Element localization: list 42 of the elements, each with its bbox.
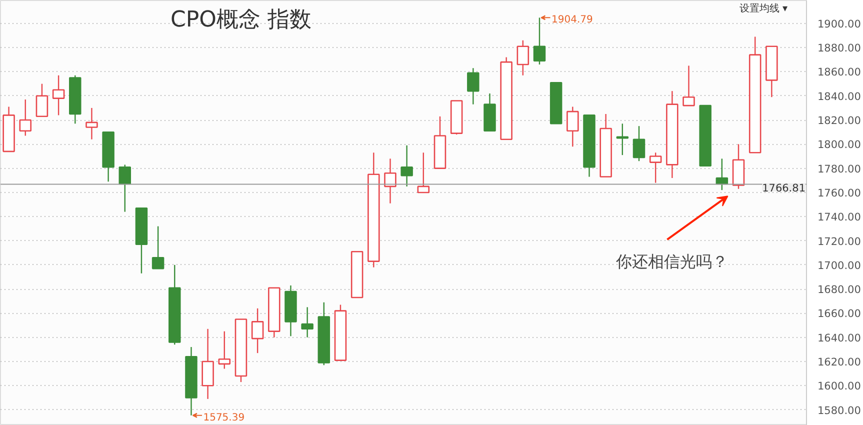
y-tick-label: 1880.00 [818, 42, 861, 55]
candlestick [384, 158, 396, 204]
y-tick-label: 1780.00 [818, 163, 861, 176]
candlestick [400, 144, 413, 188]
candlestick [467, 68, 480, 105]
y-tick-label: 1840.00 [818, 90, 861, 103]
candlestick [682, 65, 695, 106]
y-tick-label: 1620.00 [818, 356, 861, 369]
chart-title: CPO概念 指数 [170, 8, 312, 32]
y-tick-label: 1760.00 [818, 187, 861, 200]
y-tick-label: 1680.00 [818, 284, 861, 296]
y-tick-label: 1800.00 [818, 139, 861, 152]
ref-line-label: 1766.81 [762, 182, 806, 194]
candlestick [52, 74, 65, 116]
y-tick-label: 1580.00 [818, 404, 861, 417]
y-tick-label: 1820.00 [818, 115, 861, 128]
candlestick [118, 164, 132, 212]
candlestick [516, 40, 530, 76]
annotation: 1575.39 [203, 412, 245, 424]
candlestick [19, 98, 32, 136]
candlestick [218, 330, 231, 370]
candlestick [616, 123, 629, 156]
y-tick-label: 1600.00 [818, 380, 861, 393]
annotation: 设置均线 ▾ [739, 2, 788, 14]
candlestick [566, 106, 579, 148]
y-tick-label: 1740.00 [818, 212, 861, 224]
y-tick-label: 1900.00 [818, 18, 861, 30]
candlestick [152, 226, 164, 270]
candlestick [649, 152, 662, 184]
candlestick [86, 107, 98, 140]
annotation: 你还相信光吗？ [615, 252, 728, 271]
annotation: 1904.79 [551, 14, 593, 26]
candlestick [251, 308, 264, 354]
candlestick [301, 306, 314, 338]
y-tick-label: 1720.00 [818, 236, 861, 248]
y-tick-label: 1660.00 [818, 308, 861, 320]
candlestick [632, 125, 646, 162]
y-tick-label: 1860.00 [818, 66, 861, 79]
y-tick-label: 1640.00 [818, 332, 861, 344]
candlestick [36, 83, 48, 118]
y-tick-label: 1700.00 [818, 260, 861, 272]
candlestick [417, 152, 430, 194]
